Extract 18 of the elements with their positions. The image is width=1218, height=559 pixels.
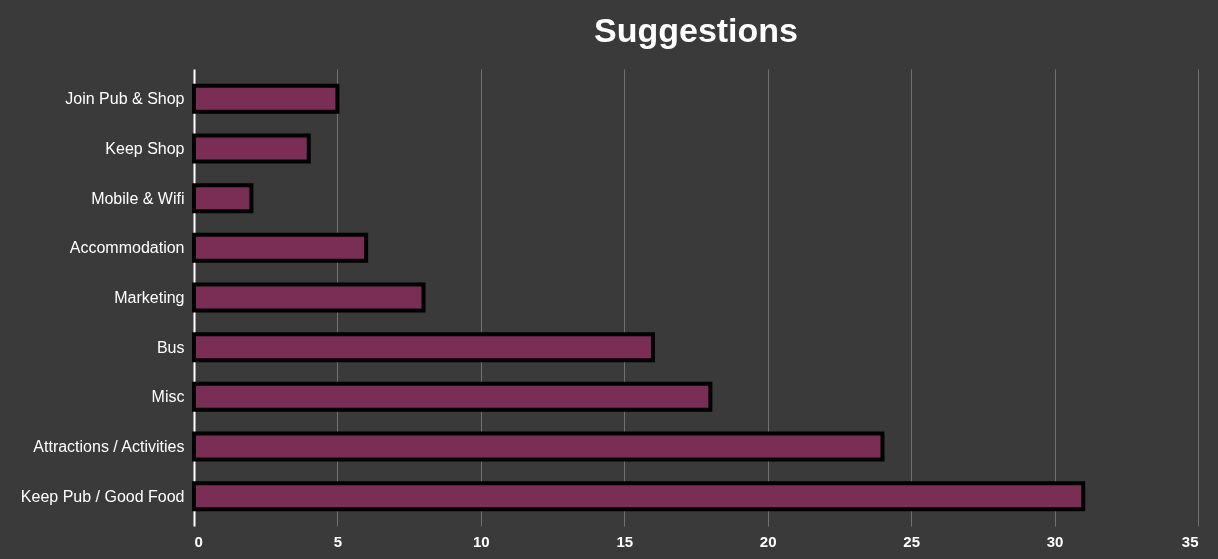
y-tick-label: Accommodation — [69, 239, 185, 257]
y-tick-label: Misc — [151, 388, 185, 406]
x-tick-label: 5 — [333, 532, 343, 550]
x-tick-label: 30 — [1046, 532, 1064, 550]
y-tick-label: Mobile & Wifi — [91, 189, 185, 207]
x-tick-label: 15 — [616, 532, 634, 550]
x-tick-label: 10 — [473, 532, 490, 550]
y-tick-label: Keep Shop — [105, 140, 185, 157]
x-tick-label: 25 — [903, 532, 920, 550]
chart-title: Suggestions — [593, 11, 799, 49]
x-tick-label: 35 — [1181, 532, 1199, 550]
y-tick-label: Keep Pub / Good Food — [20, 487, 185, 505]
y-tick-label: Join Pub & Shop — [65, 90, 185, 108]
y-tick-label: Bus — [156, 338, 185, 356]
x-tick-label: 0 — [194, 532, 203, 550]
x-tick-label: 20 — [759, 532, 777, 550]
y-tick-label: Marketing — [114, 289, 185, 306]
y-tick-label: Attractions / Activities — [33, 438, 185, 455]
